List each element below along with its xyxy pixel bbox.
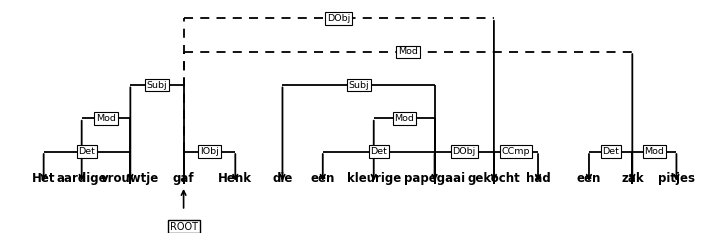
Text: vrouwtje: vrouwtje (101, 172, 159, 185)
Text: die: die (272, 172, 293, 185)
Text: Mod: Mod (398, 47, 418, 56)
Text: zak: zak (621, 172, 643, 185)
Text: Det: Det (79, 147, 96, 156)
Text: kleurige: kleurige (346, 172, 401, 185)
Text: een: een (577, 172, 601, 185)
Text: Det: Det (602, 147, 619, 156)
Text: gaf: gaf (173, 172, 194, 185)
Text: Mod: Mod (645, 147, 664, 156)
Text: Mod: Mod (96, 114, 116, 123)
Text: DObj: DObj (453, 147, 476, 156)
Text: papegaai: papegaai (404, 172, 465, 185)
Text: ROOT: ROOT (170, 222, 198, 232)
Text: Henk: Henk (218, 172, 252, 185)
Text: CCmp: CCmp (502, 147, 531, 156)
Text: DObj: DObj (327, 14, 351, 23)
Text: IObj: IObj (200, 147, 218, 156)
Text: een: een (311, 172, 335, 185)
Text: Het: Het (32, 172, 56, 185)
Text: Mod: Mod (394, 114, 414, 123)
Text: had: had (526, 172, 550, 185)
Text: Det: Det (371, 147, 387, 156)
Text: Subj: Subj (146, 81, 167, 89)
Text: pitjes: pitjes (658, 172, 695, 185)
Text: aardige: aardige (56, 172, 107, 185)
Text: Subj: Subj (348, 81, 369, 89)
Text: gekocht: gekocht (468, 172, 521, 185)
